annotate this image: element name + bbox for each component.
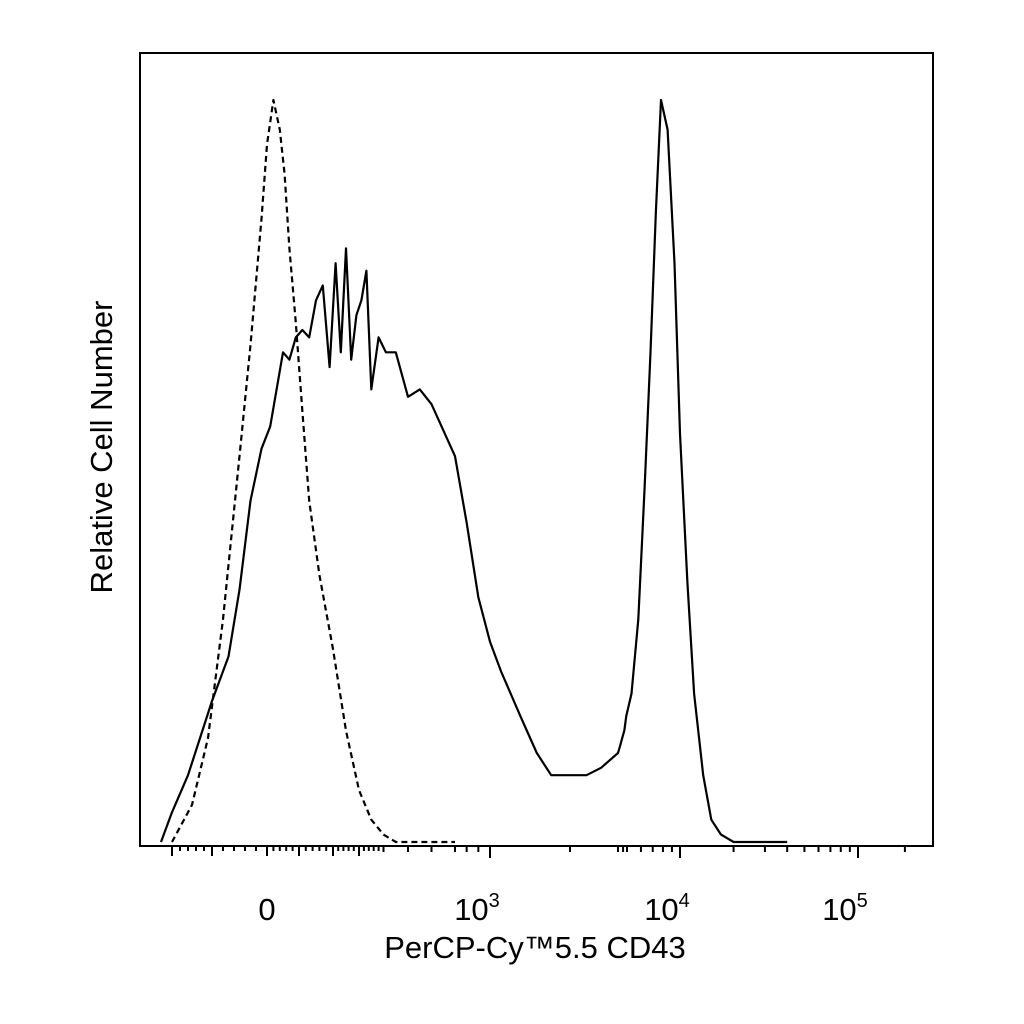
- x-tick-label: 103: [454, 890, 500, 927]
- series-layer: [159, 98, 788, 844]
- tick-layer: [171, 846, 906, 858]
- x-axis-label: PerCP-Cy™5.5 CD43: [384, 930, 685, 965]
- series-dashed-line: [171, 98, 455, 844]
- x-tick-label: 0: [258, 892, 275, 927]
- plot-frame: [139, 52, 934, 847]
- series-solid-line: [159, 98, 788, 844]
- x-tick-label: 104: [644, 890, 690, 927]
- x-tick-label: 105: [822, 890, 868, 927]
- tick-label-layer: 0 103 104 105: [258, 890, 867, 927]
- y-axis-label: Relative Cell Number: [84, 301, 119, 594]
